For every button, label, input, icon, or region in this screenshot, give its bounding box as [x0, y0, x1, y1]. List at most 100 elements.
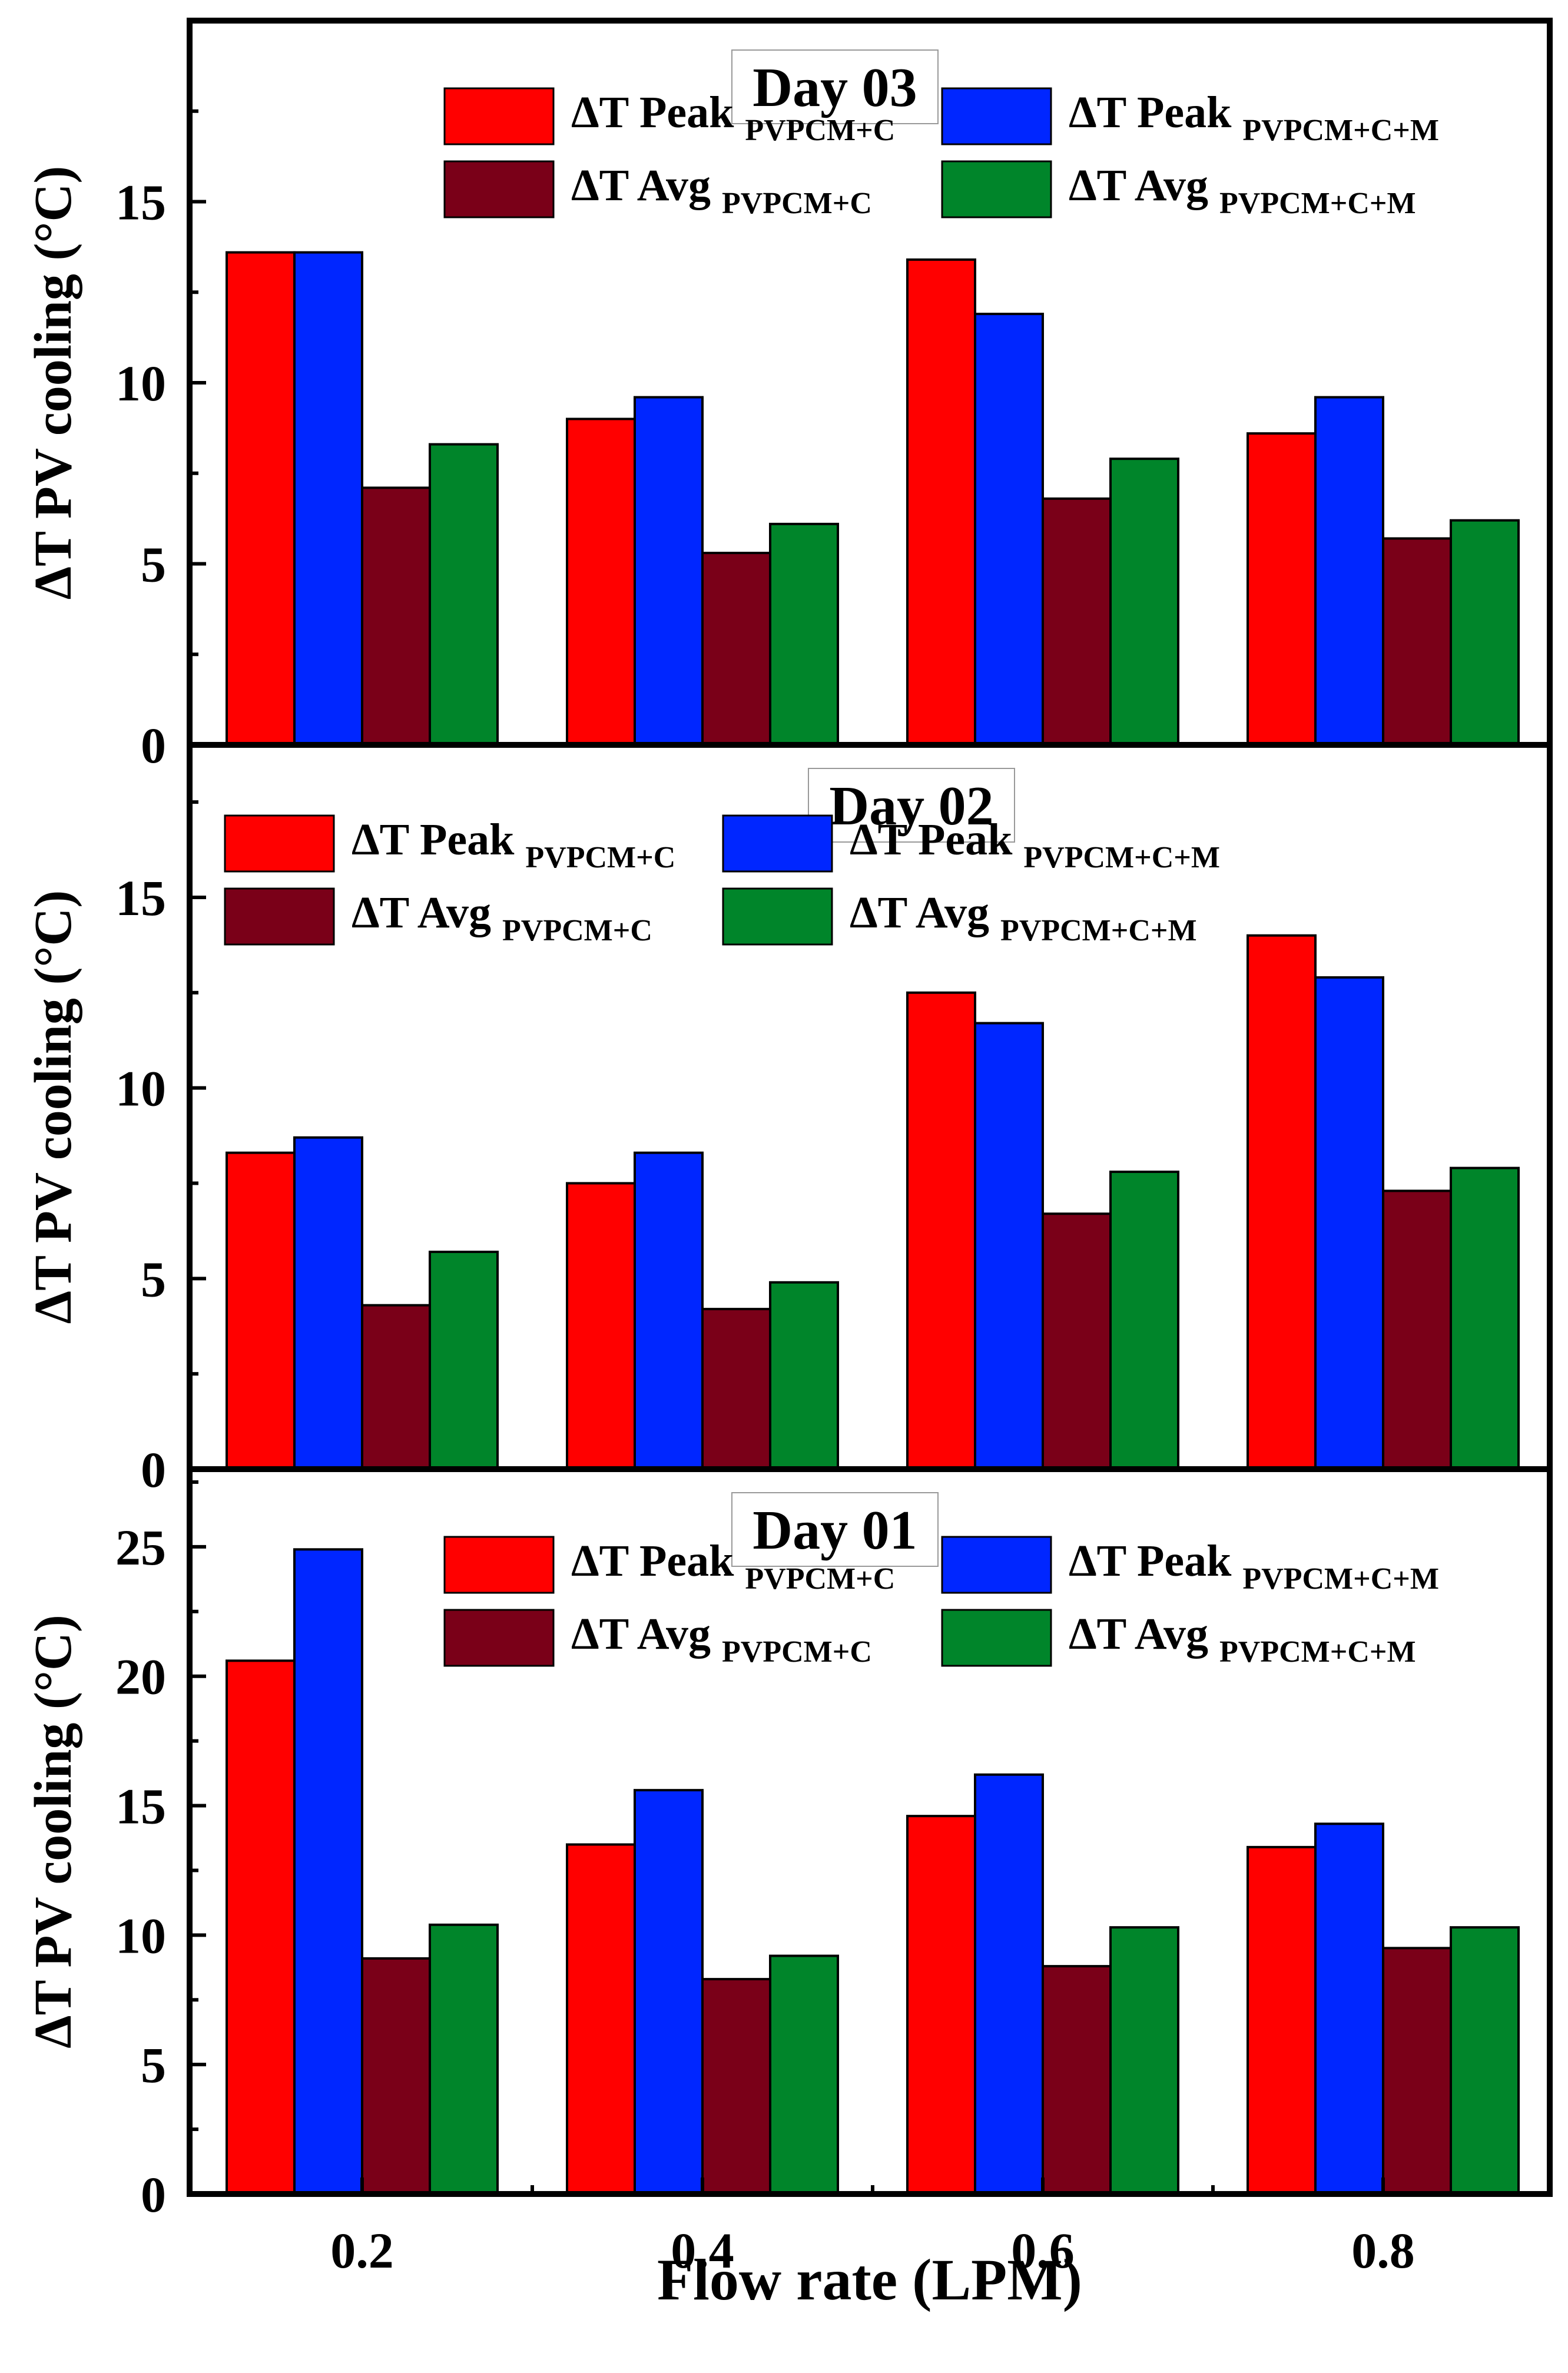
panel-title-box — [731, 49, 939, 124]
legend-entry-subscript: PVPCM+C — [745, 1562, 895, 1596]
x-axis: 0.2 0.4 0.6 0.8 Flow rate (LPM) — [330, 2178, 1415, 2312]
panel-title-box — [808, 768, 1015, 843]
bar-avg_cm-0.6 — [1109, 1926, 1179, 2196]
legend-swatch-peak_cm — [941, 1536, 1052, 1594]
legend-entry-subscript: PVPCM+C+M — [1242, 1562, 1439, 1596]
legend-entry-subscript: PVPCM+C — [502, 914, 652, 947]
legend-entry-name: ΔT Avg — [352, 888, 502, 937]
y-tick-label: 5 — [141, 2037, 166, 2093]
legend-entry-avg_cm: ΔT Avg PVPCM+C+M — [850, 888, 1197, 947]
y-tick-label: 0 — [141, 1441, 166, 1498]
legend-entry-subscript: PVPCM+C+M — [1000, 914, 1197, 947]
panel-title: Day 01 — [752, 1500, 917, 1561]
bar-peak_c-0.4 — [566, 417, 636, 746]
legend-entry-avg_c: ΔT Avg PVPCM+C — [352, 888, 652, 947]
plot-frame — [187, 1466, 1553, 2197]
legend-swatch-avg_c — [443, 1609, 555, 1667]
legend-entry-peak_cm: ΔT Peak PVPCM+C+M — [1069, 1536, 1439, 1596]
legend-swatch-avg_c — [443, 160, 555, 218]
legend-swatch-peak_cm — [722, 814, 833, 873]
legend-swatch-peak_c — [443, 1536, 555, 1594]
bar-avg_cm-0.8 — [1450, 1166, 1520, 1471]
legend-entry-name: ΔT Avg — [571, 161, 722, 210]
bar-avg_c-0.8 — [1382, 1189, 1452, 1470]
x-tick-label: 0.4 — [671, 2222, 734, 2279]
legend-entry-subscript: PVPCM+C+M — [1242, 114, 1439, 147]
y-tick-label: 25 — [115, 1519, 166, 1576]
y-tick-label: 0 — [141, 717, 166, 774]
bar-peak_cm-0.8 — [1314, 976, 1384, 1471]
bar-peak_cm-0.8 — [1314, 396, 1384, 746]
bar-peak_c-0.6 — [906, 991, 976, 1470]
y-tick-label: 15 — [115, 870, 166, 926]
legend-entry-peak_c: ΔT Peak PVPCM+C — [571, 1536, 895, 1596]
legend-entry-name: ΔT Avg — [571, 1609, 722, 1659]
bar-peak_c-0.6 — [906, 258, 976, 746]
y-tick-label: 5 — [141, 536, 166, 593]
legend-entry-peak_cm: ΔT Peak PVPCM+C+M — [1069, 88, 1439, 147]
legend-swatch-peak_c — [224, 814, 335, 873]
legend-entry-avg_c: ΔT Avg PVPCM+C — [571, 161, 872, 220]
bar-peak_c-0.4 — [566, 1843, 636, 2196]
legend-entry-peak_c: ΔT Peak PVPCM+C — [571, 88, 895, 147]
panel-title-box — [731, 1492, 939, 1567]
legend-entry-name: ΔT Peak — [352, 815, 525, 864]
bar-peak_c-0.8 — [1247, 432, 1317, 746]
bar-peak_c-0.2 — [226, 1151, 296, 1470]
legend-swatch-peak_cm — [941, 87, 1052, 145]
bar-peak_cm-0.2 — [293, 1548, 363, 2195]
legend-entry-name: ΔT Avg — [1069, 161, 1219, 210]
legend-entry-avg_cm: ΔT Avg PVPCM+C+M — [1069, 161, 1416, 220]
legend-swatch-avg_c — [224, 887, 335, 946]
legend-swatch-avg_cm — [722, 887, 833, 946]
legend-entry-name: ΔT Peak — [850, 815, 1023, 864]
bar-avg_c-0.6 — [1042, 1212, 1112, 1471]
legend: ΔT Peak PVPCM+C ΔT Peak PVPCM+C+MΔT Avg P… — [443, 1536, 1439, 1669]
legend-swatch-peak_c — [443, 87, 555, 145]
bar-avg_cm-0.4 — [769, 1954, 839, 2195]
y-tick-label: 10 — [115, 1060, 166, 1117]
y-axis-label: ΔT PV cooling (°C) — [24, 890, 82, 1324]
bar-peak_c-0.6 — [906, 1815, 976, 2195]
y-tick-label: 10 — [115, 1907, 166, 1964]
legend: ΔT Peak PVPCM+C ΔT Peak PVPCM+C+M ΔT Avg P… — [443, 87, 1439, 220]
legend-entry-name: ΔT Peak — [571, 1536, 745, 1586]
y-tick-label: 15 — [115, 1778, 166, 1835]
bar-peak_cm-0.4 — [634, 1789, 704, 2196]
bar-avg_cm-0.8 — [1450, 1926, 1520, 2196]
y-axis-label: ΔT PV cooling (°C) — [24, 1615, 82, 2049]
legend-entry-subscript: PVPCM+C — [745, 114, 895, 147]
bar-peak_c-0.2 — [226, 251, 296, 747]
legend-entry-subscript: PVPCM+C — [722, 1635, 872, 1669]
bar-peak_c-0.4 — [566, 1182, 636, 1470]
panel-title: Day 03 — [752, 57, 917, 118]
bar-avg_cm-0.2 — [429, 1923, 499, 2196]
legend-entry-subscript: PVPCM+C — [722, 187, 872, 220]
legend-entry-avg_cm: ΔT Avg PVPCM+C+M — [1069, 1609, 1416, 1669]
x-tick-label: 0.6 — [1011, 2222, 1075, 2279]
bar-peak_c-0.2 — [226, 1659, 296, 2195]
bar-peak_cm-0.8 — [1314, 1822, 1384, 2196]
x-tick-label: 0.8 — [1351, 2222, 1415, 2279]
legend-entry-name: ΔT Avg — [850, 888, 1000, 937]
bar-avg_cm-0.4 — [769, 1281, 839, 1471]
y-tick-label: 20 — [115, 1649, 166, 1705]
bar-avg_c-0.8 — [1382, 537, 1452, 746]
bar-avg_cm-0.2 — [429, 443, 499, 746]
bar-peak_cm-0.6 — [974, 1022, 1044, 1471]
bar-avg_cm-0.6 — [1109, 1171, 1179, 1470]
x-tick-label: 0.2 — [330, 2222, 394, 2279]
bar-avg_cm-0.2 — [429, 1251, 499, 1470]
bar-peak_cm-0.4 — [634, 396, 704, 746]
legend-entry-name: ΔT Avg — [1069, 1609, 1219, 1659]
legend-entry-subscript: PVPCM+C+M — [1219, 1635, 1416, 1669]
legend-swatch-avg_cm — [941, 160, 1052, 218]
bar-avg_c-0.6 — [1042, 497, 1112, 746]
y-tick-label: 5 — [141, 1251, 166, 1307]
legend-entry-name: ΔT Peak — [1069, 1536, 1242, 1586]
bar-avg_c-0.4 — [701, 1978, 771, 2195]
